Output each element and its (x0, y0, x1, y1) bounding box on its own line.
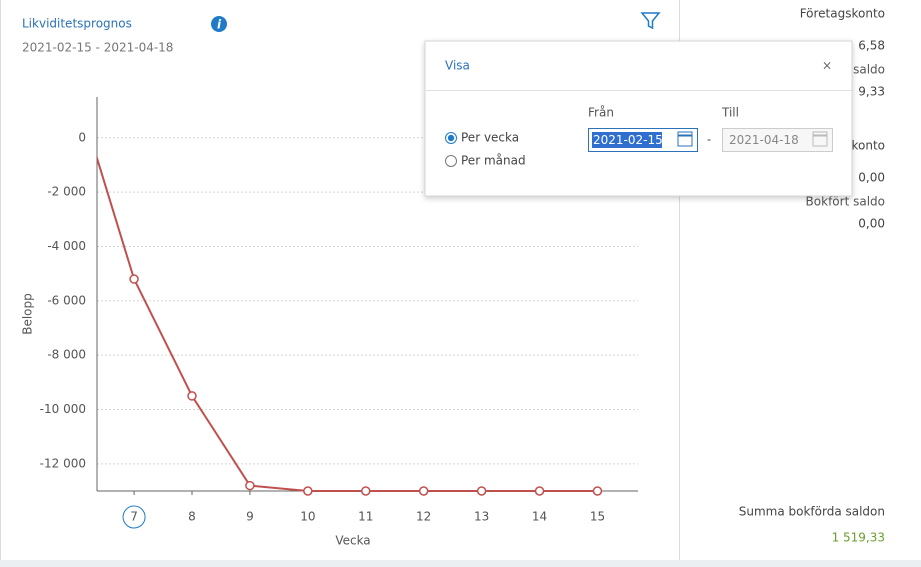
page-title: Likviditetsprognos (22, 17, 132, 31)
y-tick-label: -8 000 (47, 348, 86, 362)
account-balance: 0,00 (858, 171, 885, 185)
y-tick-label: -12 000 (40, 456, 86, 470)
point (476, 486, 487, 496)
accounts-panel: Summa bokförda saldon 1 519,33 Företagsk… (739, 7, 885, 545)
x-tick-label: 15 (590, 510, 605, 524)
popup-box (424, 40, 853, 197)
y-tick-label: -2 000 (47, 185, 86, 199)
point (245, 480, 255, 491)
to-label: Till (721, 106, 739, 120)
radio-button (445, 155, 457, 167)
current-week-ring (122, 505, 146, 529)
point (303, 486, 313, 496)
radio-label: Per månad (461, 154, 526, 168)
date-separator: - (707, 133, 711, 147)
x-tick-label: 14 (532, 510, 547, 524)
to-input[interactable] (722, 128, 833, 152)
point (418, 486, 429, 496)
point (361, 486, 371, 496)
calendar-icon[interactable] (812, 131, 828, 147)
to-value: 2021-04-18 (729, 133, 799, 147)
x-tick-label: 11 (358, 510, 373, 524)
account-balance: 6,58 (858, 39, 885, 53)
account-name: konto (851, 139, 885, 153)
y-tick-label: -4 000 (47, 239, 86, 253)
account-name: Företagskonto (800, 7, 885, 21)
point (592, 486, 603, 496)
x-tick-label: 8 (188, 510, 196, 524)
summary-value: 1 519,33 (832, 531, 885, 545)
y-tick-label: 0 (78, 130, 86, 144)
y-tick-label: -10 000 (40, 402, 86, 416)
point (534, 486, 545, 496)
x-tick-label: 9 (246, 510, 254, 524)
from-value: 2021-02-15 (593, 133, 663, 147)
booked-balance: 9,33 (858, 85, 885, 99)
radio-option[interactable]: Per månad (445, 154, 526, 168)
radio-label: Per vecka (461, 131, 519, 145)
booked-balance: 0,00 (858, 217, 885, 231)
y-axis-label: Belopp (21, 293, 35, 335)
from-label: Från (588, 106, 614, 120)
radio-dot (447, 134, 455, 142)
radio-option[interactable]: Per vecka (445, 131, 520, 145)
booked-label: Bokfört saldo (806, 195, 885, 209)
x-axis-label: Vecka (335, 534, 370, 548)
summary-label: Summa bokförda saldon (739, 505, 885, 519)
x-tick-label: 12 (416, 510, 431, 524)
x-tick-label: 7 (130, 510, 138, 524)
calendar-icon[interactable] (677, 131, 693, 147)
date-range: 2021-02-15 - 2021-04-18 (22, 41, 173, 55)
booked-label: saldo (853, 63, 885, 77)
point (187, 391, 197, 401)
popup-title: Visa (445, 59, 470, 73)
footer-band (0, 560, 921, 567)
x-tick-label: 13 (474, 510, 489, 524)
line (97, 154, 598, 492)
info-icon[interactable]: i (211, 16, 227, 32)
plot: -12 000 -10 000 -8 000 -6 000 -4 000 -2 000 0 7… (40, 97, 638, 529)
y-tick-label: -6 000 (47, 293, 86, 307)
text-selection (592, 132, 662, 148)
filter-icon[interactable] (640, 12, 661, 30)
point (129, 274, 139, 284)
filter-popup: Visa × Från 2021-02-15 - Till 2021-04-18… (424, 40, 853, 197)
svg-text:i: i (217, 18, 222, 32)
plot-area (97, 154, 603, 496)
close-button[interactable]: × (822, 59, 832, 73)
x-tick-label: 10 (300, 510, 315, 524)
